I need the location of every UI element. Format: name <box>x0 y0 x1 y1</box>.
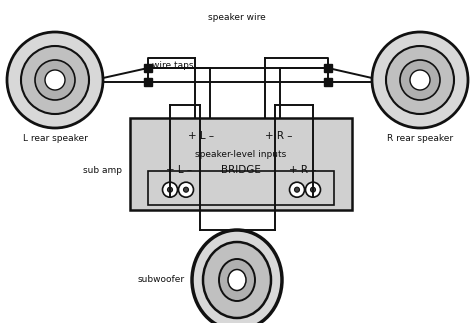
Text: L rear speaker: L rear speaker <box>23 134 87 143</box>
Text: + L –: + L – <box>166 165 192 175</box>
Circle shape <box>372 32 468 128</box>
Circle shape <box>35 60 75 100</box>
Circle shape <box>163 182 177 197</box>
Circle shape <box>310 187 316 192</box>
Circle shape <box>290 182 304 197</box>
Circle shape <box>179 182 193 197</box>
Bar <box>130 118 352 210</box>
Ellipse shape <box>228 269 246 290</box>
Text: speaker-level inputs: speaker-level inputs <box>195 150 287 159</box>
Circle shape <box>21 46 89 114</box>
Text: wire taps: wire taps <box>152 61 193 70</box>
Bar <box>324 78 332 86</box>
Text: subwoofer: subwoofer <box>138 276 185 285</box>
Text: + R –: + R – <box>290 165 317 175</box>
Circle shape <box>386 46 454 114</box>
Bar <box>324 64 332 72</box>
Ellipse shape <box>203 242 271 318</box>
Text: + R –: + R – <box>265 131 292 141</box>
Text: speaker wire: speaker wire <box>208 13 266 22</box>
Circle shape <box>410 70 430 90</box>
Text: sub amp: sub amp <box>83 166 122 175</box>
Circle shape <box>45 70 65 90</box>
Circle shape <box>400 60 440 100</box>
Text: + L –: + L – <box>188 131 214 141</box>
Circle shape <box>183 187 189 192</box>
Circle shape <box>306 182 320 197</box>
Bar <box>144 64 152 72</box>
Ellipse shape <box>219 259 255 301</box>
Text: R rear speaker: R rear speaker <box>387 134 453 143</box>
Circle shape <box>294 187 300 192</box>
Bar <box>148 171 334 205</box>
Ellipse shape <box>192 230 282 323</box>
Circle shape <box>7 32 103 128</box>
Bar <box>144 78 152 86</box>
Text: BRIDGE: BRIDGE <box>221 165 261 175</box>
Circle shape <box>167 187 173 192</box>
